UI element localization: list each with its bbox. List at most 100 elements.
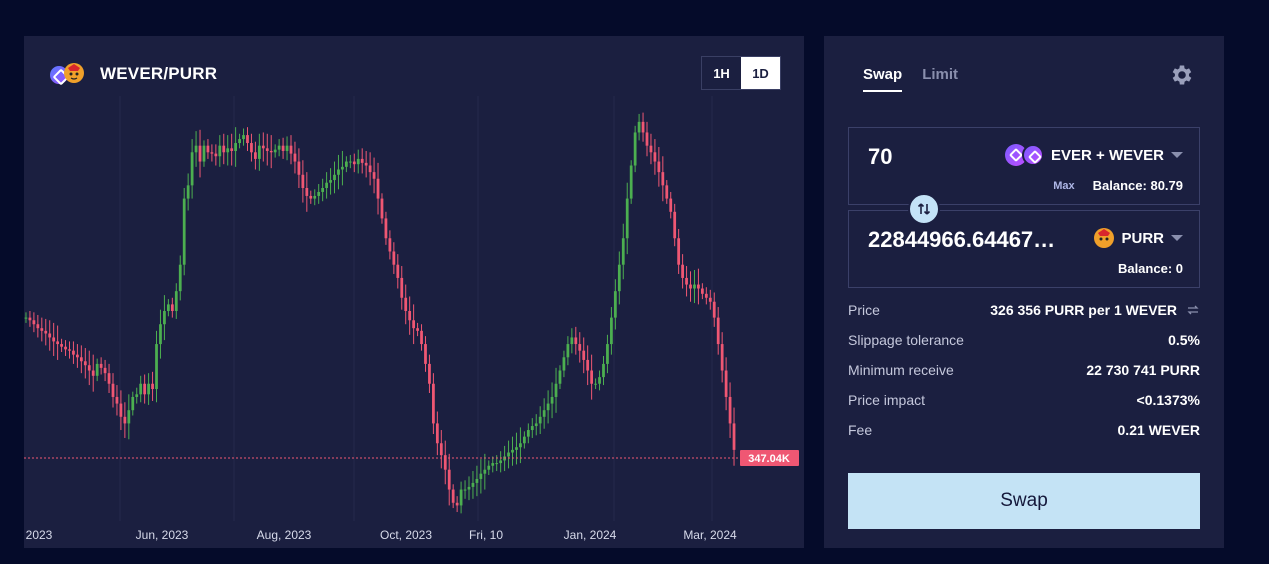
price-value: 326 356 PURR per 1 WEVER [990, 302, 1177, 318]
candle-body [24, 317, 28, 319]
candle-body [526, 430, 530, 437]
swap-button[interactable]: Swap [848, 473, 1200, 529]
candle-body [352, 161, 356, 165]
candle-body [44, 330, 48, 334]
candle-body [507, 452, 510, 457]
candle-body [570, 337, 574, 345]
candle-body [697, 284, 700, 289]
candle-body [76, 354, 79, 358]
candle-body [48, 333, 52, 338]
timeframe-toggle: 1H 1D [701, 56, 781, 90]
candle-body [522, 436, 526, 444]
candle-body [285, 145, 289, 151]
candle-body [519, 443, 522, 448]
candle-body [234, 143, 238, 151]
x-axis-tick-label: r, 2023 [24, 528, 53, 542]
gear-icon[interactable] [1169, 62, 1195, 88]
candle-body [728, 396, 732, 424]
candle-body [202, 145, 206, 162]
candle-body [206, 145, 210, 153]
candle-body [222, 145, 226, 153]
x-axis-tick-label: Oct, 2023 [380, 528, 432, 542]
candle-body [127, 410, 131, 424]
candle-body [159, 324, 162, 345]
candle-body [424, 344, 427, 364]
price-value-wrap: 326 356 PURR per 1 WEVER [990, 302, 1200, 318]
candle-body [317, 191, 321, 196]
candle-body [83, 361, 87, 366]
candle-body [617, 264, 621, 292]
candle-body [301, 174, 305, 188]
price-chart[interactable]: 347.04K r, 2023 Jun, 2023 Aug, 2023 Oct, 202… [24, 36, 804, 548]
candle-body [716, 317, 720, 345]
candle-body [293, 153, 297, 162]
candle-body [412, 320, 416, 329]
candle-body [582, 350, 586, 360]
candle-body [720, 344, 724, 371]
candle-body [471, 482, 475, 487]
candle-body [610, 317, 613, 345]
candle-body [337, 169, 340, 175]
candle-body [257, 145, 261, 159]
candle-body [467, 486, 471, 490]
candle-body [277, 145, 281, 150]
swap-direction-button[interactable] [908, 193, 940, 225]
from-balance-row: Max Balance: 80.79 [1053, 178, 1183, 193]
candle-body [147, 383, 150, 395]
candle-body [60, 344, 63, 347]
candle-body [305, 188, 309, 196]
candle-body [439, 443, 443, 456]
candle-body [451, 489, 455, 503]
candle-body [432, 383, 435, 424]
candle-body [119, 403, 123, 417]
pair-token-icons [48, 62, 86, 86]
candle-body [700, 288, 704, 294]
candle-body [435, 423, 439, 444]
candle-body [246, 135, 249, 144]
candle-body [360, 158, 364, 163]
candle-body [99, 363, 103, 368]
to-balance: Balance: 0 [1117, 261, 1183, 276]
candle-body [708, 297, 712, 302]
x-axis-tick-label: Fri, 10 [469, 528, 503, 542]
price-impact-value: <0.1373% [1136, 392, 1200, 408]
candle-body [218, 145, 222, 157]
candle-body [463, 489, 467, 491]
candle-body [649, 145, 653, 153]
candle-body [72, 350, 75, 355]
candle-body [297, 161, 301, 175]
last-price-badge [740, 450, 799, 466]
candle-body [673, 211, 677, 239]
candle-body [594, 383, 597, 385]
candle-body [198, 145, 202, 162]
x-axis-tick-label: Mar, 2024 [683, 528, 737, 542]
x-axis-tick-label: Jan, 2024 [564, 528, 617, 542]
candle-body [443, 455, 447, 470]
candle-body [123, 416, 127, 424]
from-token-select[interactable]: EVER + WEVER [1005, 142, 1183, 168]
tab-swap[interactable]: Swap [863, 66, 903, 92]
candle-body [56, 341, 60, 345]
from-token-name: EVER + WEVER [1051, 146, 1164, 164]
candle-body [143, 383, 147, 395]
candle-body [261, 145, 265, 149]
info-row-price-impact: Price impact <0.1373% [848, 392, 1200, 408]
tab-limit[interactable]: Limit [922, 66, 959, 83]
timeframe-1d-button[interactable]: 1D [741, 57, 780, 89]
candle-body [111, 383, 115, 397]
slippage-value: 0.5% [1168, 332, 1200, 348]
candle-body [36, 324, 40, 329]
max-button[interactable]: Max [1053, 179, 1075, 192]
candle-body [178, 264, 182, 292]
from-amount-input[interactable] [868, 141, 1088, 173]
invert-icon[interactable] [1186, 303, 1200, 317]
candle-body [637, 121, 641, 133]
to-amount-input[interactable] [868, 224, 1098, 256]
candle-body [602, 363, 605, 378]
candle-body [135, 394, 139, 397]
timeframe-1h-button[interactable]: 1H [702, 57, 741, 89]
to-token-select[interactable]: PURR [1093, 225, 1183, 251]
candle-body [364, 162, 368, 166]
candle-body [732, 423, 736, 450]
candle-body [281, 145, 285, 151]
